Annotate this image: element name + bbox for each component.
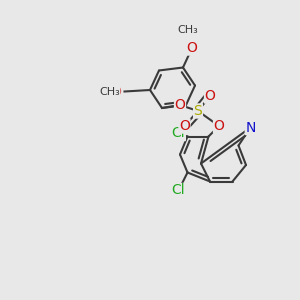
Text: N: N [245, 121, 256, 134]
Text: O: O [214, 119, 224, 133]
Text: O: O [111, 85, 122, 98]
Text: O: O [175, 98, 185, 112]
Text: O: O [179, 119, 190, 133]
Text: Cl: Cl [172, 127, 185, 140]
Text: CH₃: CH₃ [177, 25, 198, 35]
Text: O: O [187, 41, 197, 55]
Text: S: S [194, 104, 202, 118]
Text: O: O [205, 89, 215, 103]
Text: Cl: Cl [172, 184, 185, 197]
Text: CH₃: CH₃ [99, 86, 120, 97]
